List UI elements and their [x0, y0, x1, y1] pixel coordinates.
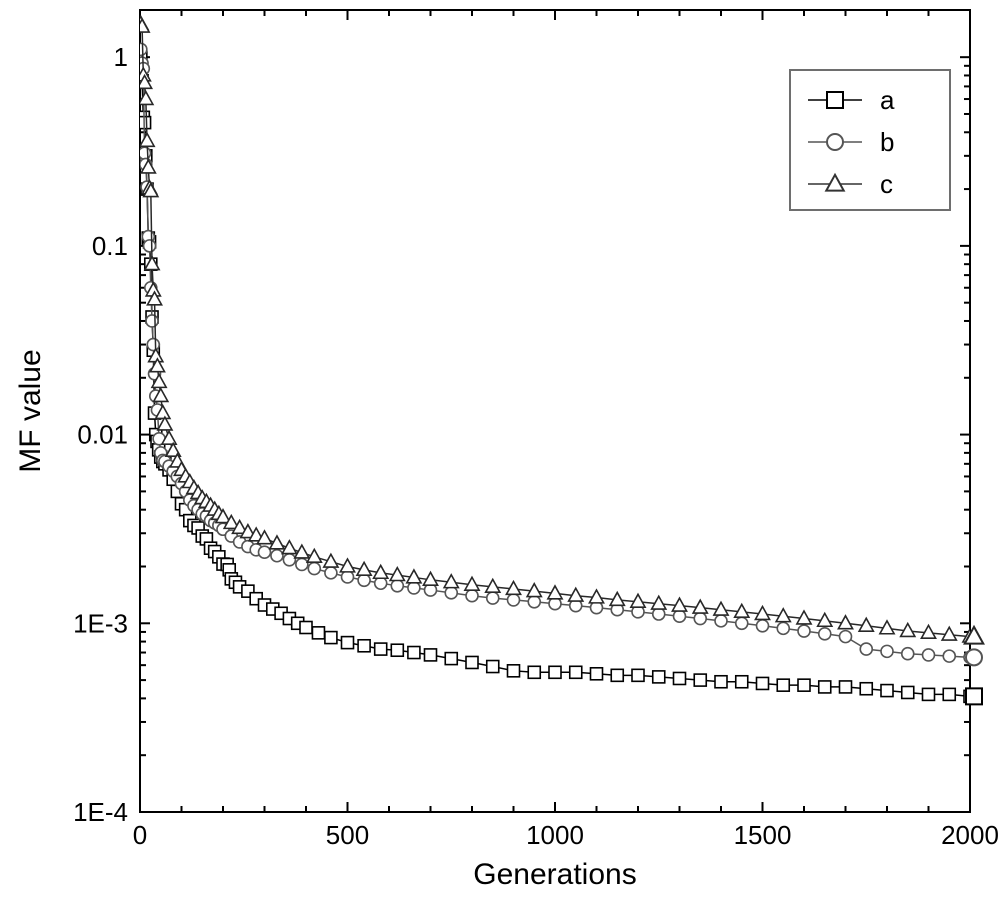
x-tick-label: 500	[326, 820, 369, 850]
y-tick-label: 0.1	[92, 231, 128, 261]
y-tick-label: 0.01	[77, 420, 128, 450]
series-end-marker-a	[966, 688, 982, 704]
legend-marker-a	[827, 92, 843, 108]
y-axis-label: MF value	[14, 349, 47, 472]
mf-convergence-chart: 0 500 1000 1500 2000 Generations 1E-4 1E-3 0.01 0…	[0, 0, 1000, 902]
x-tick-label: 1500	[734, 820, 792, 850]
y-tick-label: 1	[114, 42, 128, 72]
legend-label-b: b	[880, 127, 894, 157]
y-tick-label: 1E-4	[73, 797, 128, 827]
legend-marker-b	[827, 134, 843, 150]
x-axis-label: Generations	[473, 858, 636, 891]
series-end-marker-b	[966, 649, 982, 665]
x-tick-label: 1000	[526, 820, 584, 850]
chart-canvas: 0 500 1000 1500 2000 Generations 1E-4 1E-3 0.01 0…	[0, 0, 1000, 902]
legend: abc	[790, 70, 950, 210]
x-tick-label: 0	[133, 820, 147, 850]
y-tick-label: 1E-3	[73, 608, 128, 638]
legend-label-a: a	[880, 85, 895, 115]
legend-label-c: c	[880, 169, 893, 199]
x-tick-label: 2000	[941, 820, 999, 850]
